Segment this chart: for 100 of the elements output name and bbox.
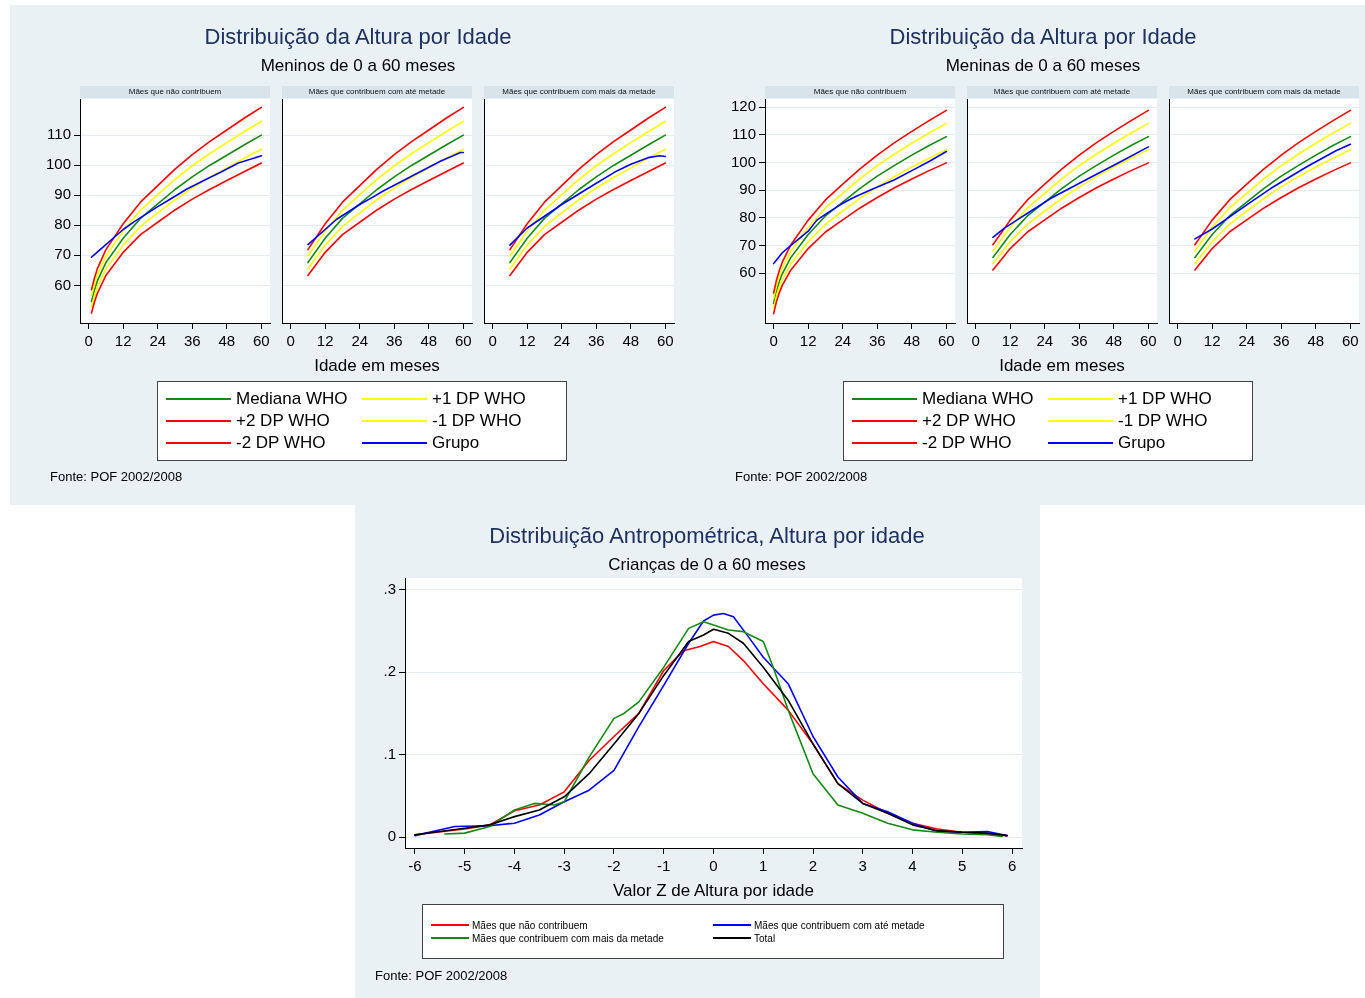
x-tick-label: 0 — [971, 332, 980, 350]
y-tick-label: 80 — [739, 208, 756, 226]
x-tick-label: 60 — [455, 332, 472, 350]
legend-label: Mães que contribuem com mais da metade — [472, 932, 664, 944]
x-tick-label: 60 — [657, 332, 674, 350]
x-tick-label: 48 — [1105, 332, 1123, 350]
y-tick-label: 70 — [739, 235, 756, 253]
x-tick-label: 60 — [1342, 332, 1359, 350]
x-tick-label: -3 — [557, 857, 571, 875]
x-tick-label: 12 — [316, 332, 334, 350]
x-tick-label: 6 — [1007, 857, 1017, 875]
x-tick-label: 36 — [868, 332, 886, 350]
x-tick-label: -6 — [408, 857, 422, 875]
x-axis-title: Idade em meses — [999, 356, 1125, 376]
x-tick-label: 0 — [488, 332, 497, 350]
x-axis-title: Idade em meses — [314, 356, 440, 376]
x-tick-label: 24 — [834, 332, 852, 350]
x-tick-label: 1 — [759, 857, 768, 875]
source-note: Fonte: POF 2002/2008 — [735, 469, 868, 484]
y-tick-label: 80 — [54, 215, 71, 233]
chart-title: Mães que não contribuem — [80, 86, 270, 98]
legend-label: Mediana WHO — [236, 389, 348, 409]
text: Meninas de 0 a 60 meses — [945, 56, 1141, 76]
x-tick-label: -4 — [507, 857, 522, 875]
x-tick-label: 60 — [253, 332, 270, 350]
x-tick-label: 24 — [149, 332, 167, 350]
y-tick-label: 100 — [45, 155, 71, 173]
source-note: Fonte: POF 2002/2008 — [375, 968, 508, 983]
x-tick-label: 12 — [518, 332, 536, 350]
chart-title: Distribuição Antropométrica, Altura por idade — [489, 523, 925, 549]
x-tick-label: 24 — [553, 332, 571, 350]
x-tick-label: 48 — [218, 332, 236, 350]
x-tick-label: 12 — [1203, 332, 1221, 350]
y-tick-label: 110 — [47, 125, 71, 143]
x-tick-label: 24 — [1238, 332, 1256, 350]
legend-label: +1 DP WHO — [1118, 389, 1212, 409]
x-tick-label: 2 — [808, 857, 818, 875]
x-tick-label: 24 — [1036, 332, 1054, 350]
x-tick-label: 0 — [769, 332, 778, 350]
x-tick-label: 60 — [938, 332, 955, 350]
legend-label: -1 DP WHO — [1118, 411, 1208, 431]
x-tick-label: -2 — [607, 857, 621, 875]
chart-subtitle: Crianças de 0 a 60 meses — [608, 555, 806, 575]
legend-label: Total — [754, 932, 776, 944]
legend-label: -2 DP WHO — [236, 433, 326, 453]
legend-label: +1 DP WHO — [432, 389, 526, 409]
x-tick-label: 36 — [385, 332, 403, 350]
x-tick-label: -5 — [458, 857, 472, 875]
text: Distribuição da Altura por Idade — [204, 24, 512, 50]
y-tick-label: 90 — [54, 185, 71, 203]
x-tick-label: 4 — [908, 857, 917, 875]
x-tick-label: 36 — [1070, 332, 1088, 350]
legend-label: -2 DP WHO — [922, 433, 1012, 453]
y-tick-label: 110 — [732, 125, 756, 143]
y-tick-label: .2 — [383, 662, 396, 680]
x-tick-label: 48 — [420, 332, 438, 350]
y-tick-label: 70 — [54, 245, 71, 263]
y-tick-label: 90 — [739, 180, 756, 198]
chart-title: Mães que contribuem com mais da metade — [484, 86, 674, 98]
x-tick-label: 48 — [903, 332, 921, 350]
legend-label: Mães que não contribuem — [472, 919, 588, 931]
source-note: Fonte: POF 2002/2008 — [50, 469, 183, 484]
legend-label: +2 DP WHO — [236, 411, 330, 431]
legend-label: -1 DP WHO — [432, 411, 522, 431]
x-tick-label: 0 — [1173, 332, 1182, 350]
legend-label: Mediana WHO — [922, 389, 1034, 409]
chart-title: Mães que contribuem com até metade — [967, 86, 1157, 98]
y-tick-label: 60 — [54, 275, 71, 293]
y-tick-label: 0 — [387, 827, 396, 845]
legend-label: +2 DP WHO — [922, 411, 1016, 431]
legend-label: Mães que contribuem com até metade — [754, 919, 925, 931]
text: Meninos de 0 a 60 meses — [260, 56, 456, 76]
x-tick-label: 36 — [1272, 332, 1290, 350]
x-tick-label: 48 — [1307, 332, 1325, 350]
x-tick-label: 24 — [351, 332, 369, 350]
text: Distribuição da Altura por Idade — [889, 24, 1197, 50]
y-tick-label: 120 — [730, 97, 756, 115]
chart-title: Mães que contribuem com até metade — [282, 86, 472, 98]
y-tick-label: .1 — [383, 744, 396, 762]
y-tick-label: 100 — [730, 152, 756, 170]
y-tick-label: 60 — [739, 263, 756, 281]
x-tick-label: 5 — [958, 857, 967, 875]
x-axis-title: Valor Z de Altura por idade — [613, 881, 814, 901]
x-tick-label: 60 — [1140, 332, 1157, 350]
x-tick-label: 12 — [1001, 332, 1019, 350]
legend-label: Grupo — [1118, 433, 1166, 453]
x-tick-label: 0 — [709, 857, 718, 875]
x-tick-label: 12 — [114, 332, 132, 350]
x-tick-label: 48 — [622, 332, 640, 350]
x-tick-label: 0 — [286, 332, 295, 350]
chart-title: Mães que contribuem com mais da metade — [1169, 86, 1359, 98]
x-tick-label: 0 — [84, 332, 93, 350]
x-tick-label: 36 — [183, 332, 201, 350]
legend-label: Grupo — [432, 433, 480, 453]
x-tick-label: 3 — [858, 857, 867, 875]
x-tick-label: 36 — [587, 332, 605, 350]
y-tick-label: .3 — [383, 579, 396, 597]
x-tick-label: -1 — [657, 857, 671, 875]
chart-title: Mães que não contribuem — [765, 86, 955, 98]
x-tick-label: 12 — [799, 332, 817, 350]
